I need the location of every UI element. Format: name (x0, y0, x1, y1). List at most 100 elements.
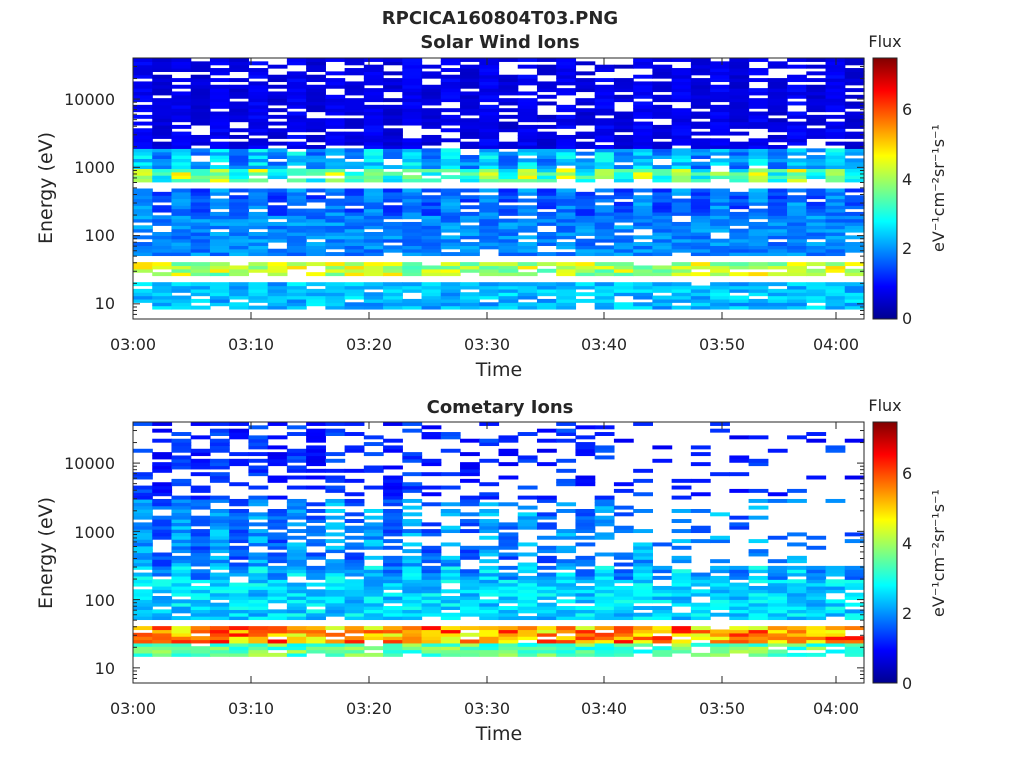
heatmap-cell (748, 282, 769, 287)
heatmap-cell (248, 124, 269, 129)
heatmap-cell (460, 68, 480, 72)
heatmap-cell (286, 248, 307, 253)
heatmap-cell (787, 646, 807, 651)
heatmap-cell (479, 285, 500, 290)
heatmap-cell (421, 602, 442, 607)
heatmap-cell (344, 525, 365, 530)
heatmap-cell (286, 188, 307, 193)
panel-1-xtick-label: 03:50 (699, 335, 745, 354)
heatmap-cell (479, 636, 500, 641)
heatmap-cell (344, 498, 365, 503)
heatmap-cell (209, 542, 230, 547)
heatmap-cell (690, 612, 711, 617)
heatmap-cell (613, 555, 634, 560)
heatmap-cell (306, 458, 326, 463)
heatmap-cell (248, 91, 269, 96)
heatmap-cell (306, 629, 326, 634)
heatmap-cell (498, 78, 519, 83)
heatmap-cell (613, 646, 634, 651)
heatmap-cell (460, 225, 480, 230)
heatmap-cell (479, 168, 500, 173)
heatmap-cell (248, 145, 269, 149)
heatmap-cell (267, 592, 288, 597)
heatmap-cell (421, 485, 442, 490)
heatmap-cell (190, 205, 211, 210)
heatmap-cell (383, 636, 403, 641)
heatmap-cell (306, 592, 326, 597)
heatmap-cell (498, 84, 519, 89)
heatmap-cell (267, 238, 288, 243)
heatmap-cell (267, 101, 288, 106)
heatmap-cell (209, 165, 230, 170)
heatmap-cell (306, 228, 326, 233)
heatmap-cell (748, 636, 769, 641)
heatmap-cell (806, 606, 827, 610)
heatmap-cell (556, 215, 577, 220)
heatmap-cell (229, 639, 250, 644)
heatmap-cell (652, 175, 673, 180)
heatmap-cell (133, 626, 153, 631)
heatmap-cell (306, 124, 326, 129)
heatmap-cell (229, 626, 250, 631)
heatmap-cell (575, 559, 596, 564)
heatmap-cell (248, 114, 269, 119)
heatmap-cell (479, 649, 500, 654)
heatmap-cell (594, 642, 615, 647)
heatmap-cell (171, 515, 192, 520)
heatmap-cell (844, 158, 865, 163)
heatmap-cell (460, 268, 480, 273)
heatmap-cell (556, 64, 577, 69)
heatmap-cell (209, 252, 230, 257)
heatmap-cell (344, 272, 365, 277)
heatmap-cell (209, 458, 230, 463)
heatmap-cell (325, 575, 346, 580)
heatmap-cell (460, 545, 480, 550)
heatmap-cell (748, 552, 769, 557)
heatmap-cell (498, 108, 519, 113)
heatmap-cell (767, 215, 788, 220)
heatmap-cell (267, 282, 288, 287)
heatmap-cell (460, 101, 480, 106)
heatmap-cell (344, 161, 365, 166)
heatmap-cell (267, 589, 288, 594)
heatmap-cell (729, 636, 750, 641)
heatmap-cell (133, 268, 153, 273)
heatmap-cell (133, 512, 153, 517)
heatmap-cell (440, 639, 461, 644)
heatmap-cell (402, 208, 423, 213)
heatmap-cell (613, 282, 634, 287)
heatmap-cell (844, 646, 865, 651)
heatmap-cell (767, 225, 788, 230)
heatmap-cell (767, 81, 788, 86)
heatmap-cell (613, 252, 634, 257)
heatmap-cell (440, 295, 461, 300)
heatmap-cell (806, 94, 827, 99)
heatmap-cell (767, 94, 788, 99)
heatmap-cell (344, 155, 365, 159)
heatmap-cell (498, 475, 519, 480)
heatmap-cell (152, 629, 173, 634)
heatmap-cell (209, 592, 230, 597)
heatmap-cell (248, 155, 269, 159)
heatmap-cell (460, 245, 480, 250)
heatmap-cell (729, 201, 750, 206)
heatmap-cell (517, 145, 538, 149)
heatmap-cell (825, 191, 846, 196)
heatmap-cell (671, 509, 692, 513)
heatmap-cell (286, 252, 307, 257)
heatmap-cell (286, 145, 307, 149)
heatmap-cell (748, 175, 769, 180)
heatmap-cell (613, 245, 634, 250)
heatmap-cell (536, 141, 557, 146)
heatmap-cell (710, 535, 730, 540)
heatmap-cell (729, 168, 750, 173)
heatmap-cell (402, 195, 423, 200)
heatmap-cell (421, 298, 442, 303)
heatmap-cell (825, 94, 846, 99)
heatmap-cell (767, 629, 788, 634)
heatmap-cell (306, 646, 326, 651)
heatmap-cell (748, 602, 769, 607)
panel-2-ticks (132, 421, 864, 684)
heatmap-cell (787, 111, 807, 116)
heatmap-cell (306, 642, 326, 647)
